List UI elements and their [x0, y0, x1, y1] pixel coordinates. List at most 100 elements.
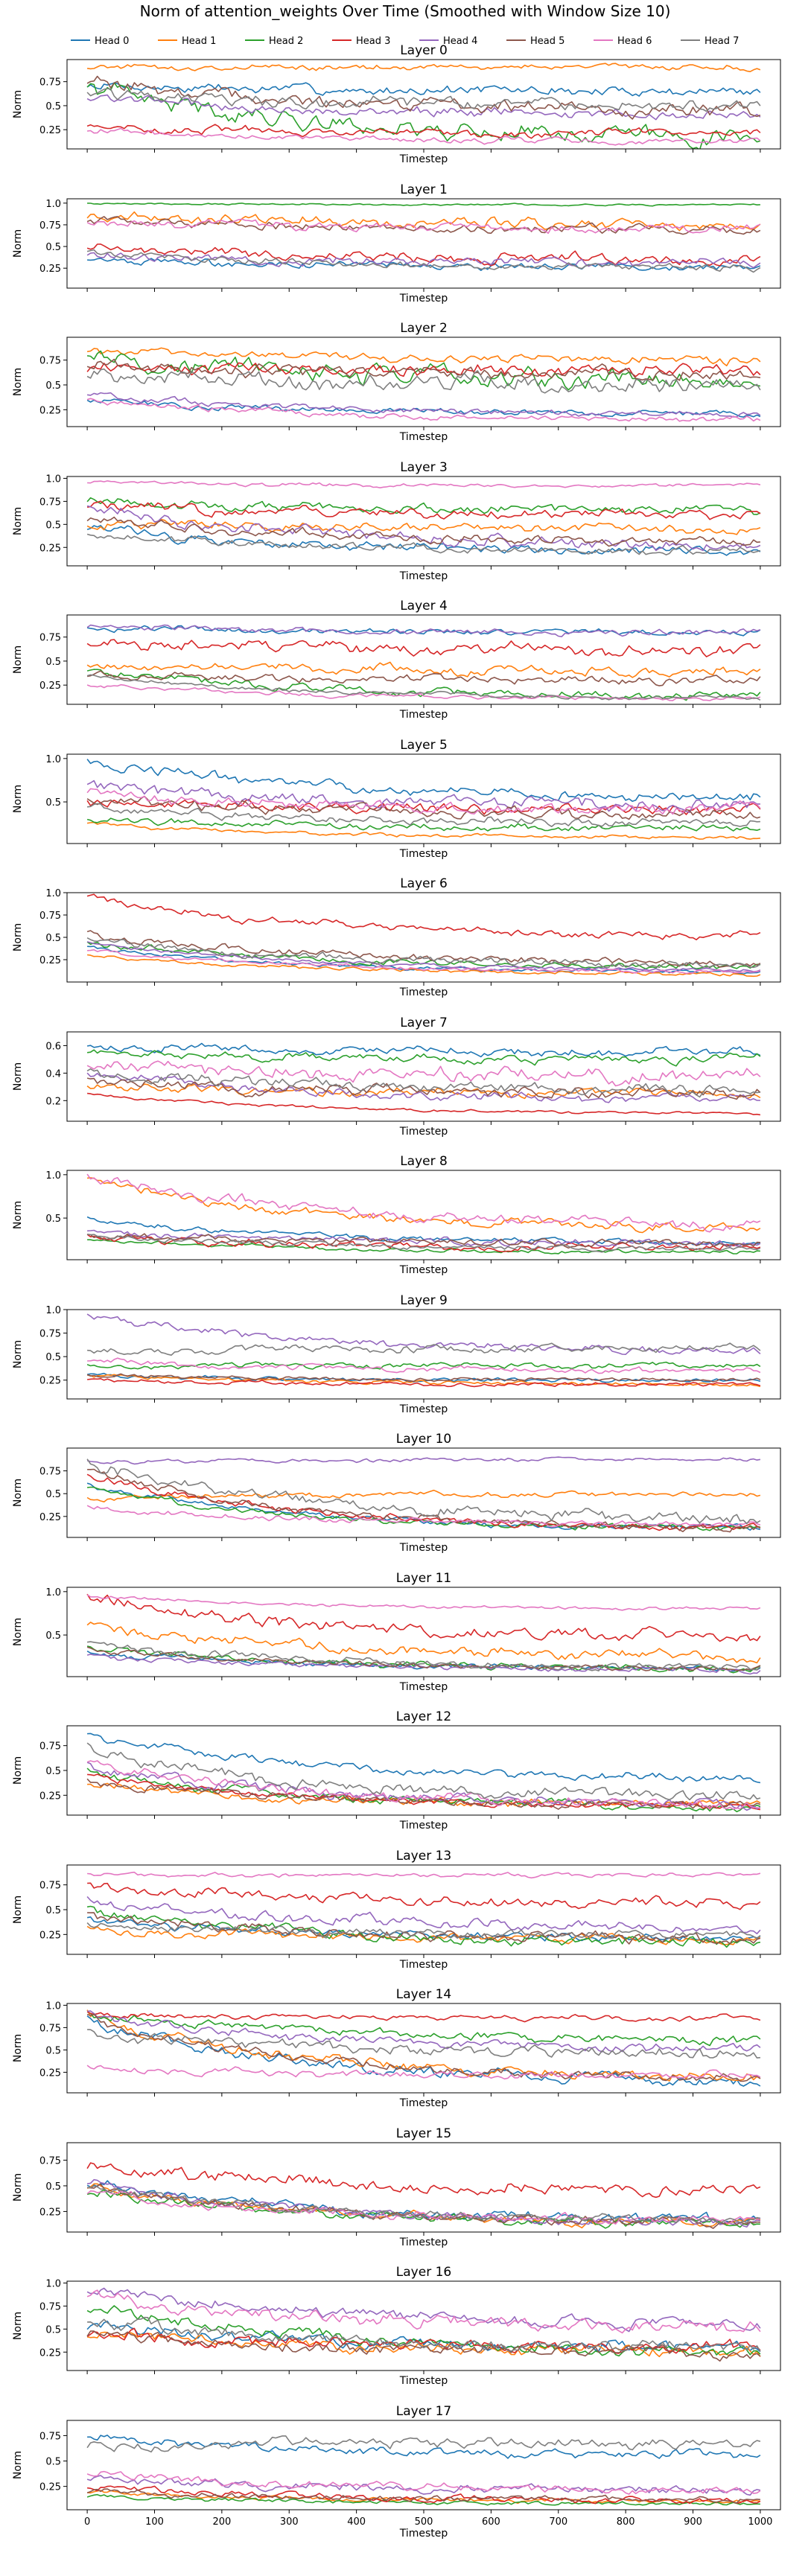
legend-item: Head 7	[681, 36, 739, 47]
legend-label: Head 7	[705, 36, 739, 47]
panel-title: Layer 3	[400, 460, 448, 475]
series-group	[86, 63, 761, 149]
series-line-head-6	[87, 1871, 761, 1879]
legend-item: Head 3	[332, 36, 390, 47]
panel-layer-2: Layer 2 0.25 0.5 0.75 Norm Timestep	[12, 321, 781, 443]
series-line-head-7	[87, 2185, 761, 2224]
series-line-head-7	[87, 803, 760, 827]
series-line-head-2	[86, 817, 761, 832]
series-line-head-3	[86, 2011, 761, 2023]
y-tick-label: 0.25	[39, 2482, 61, 2493]
series-line-head-0	[86, 625, 761, 637]
series-line-head-5	[86, 1233, 760, 1249]
series-line-head-0	[86, 82, 761, 97]
series-line-head-4	[86, 1896, 761, 1935]
panel-title: Layer 9	[400, 1293, 448, 1308]
series-line-head-4	[86, 392, 761, 418]
y-tick-label: 0.25	[39, 264, 61, 275]
panel-layer-13: Layer 13 0.25 0.5 0.75 Norm Timestep	[12, 1849, 781, 1971]
x-axis-label: Timestep	[399, 709, 448, 721]
series-line-head-7	[87, 2316, 761, 2352]
series-line-head-7	[87, 2029, 760, 2059]
x-axis-label: Timestep	[399, 431, 448, 443]
panel-title: Layer 4	[400, 599, 448, 613]
series-line-head-7	[86, 674, 761, 701]
series-line-head-4	[86, 1072, 760, 1103]
x-tick-label: 100	[145, 2516, 164, 2528]
series-line-head-6	[87, 480, 761, 489]
series-group	[86, 893, 761, 978]
series-line-head-3	[87, 1882, 761, 1910]
series-line-head-7	[86, 249, 761, 273]
series-group	[86, 759, 761, 840]
y-tick-label: 0.5	[45, 2045, 61, 2056]
series-line-head-5	[86, 358, 761, 381]
series-line-head-6	[86, 2470, 761, 2495]
legend-label: Head 2	[269, 36, 303, 47]
series-line-head-7	[86, 2435, 761, 2453]
panel-title: Layer 2	[400, 321, 448, 336]
x-axis-label: Timestep	[399, 1681, 448, 1693]
y-tick-label: 0.25	[39, 955, 61, 966]
y-axis-label: Norm	[12, 2173, 24, 2202]
series-line-head-6	[86, 127, 761, 146]
panel-title: Layer 11	[396, 1571, 451, 1586]
legend-label: Head 5	[530, 36, 564, 47]
x-axis-label: Timestep	[399, 153, 448, 165]
series-line-head-7	[86, 1068, 761, 1098]
x-axis-label: Timestep	[399, 2528, 448, 2540]
y-axis-label: Norm	[12, 2312, 24, 2340]
series-line-head-2	[86, 1645, 761, 1674]
panel-title: Layer 16	[396, 2265, 451, 2280]
series-group	[86, 2435, 761, 2506]
series-line-head-7	[86, 1641, 761, 1671]
panel-layer-16: Layer 16 0.25 0.5 0.75 1.0 Norm Timestep	[12, 2265, 781, 2387]
series-group	[86, 1871, 761, 1948]
y-axis-label: Norm	[12, 785, 24, 813]
panel-layer-9: Layer 9 0.25 0.5 0.75 1.0 Norm Timestep	[12, 1293, 781, 1415]
legend-label: Head 6	[617, 36, 652, 47]
y-axis-label: Norm	[12, 923, 24, 951]
series-line-head-6	[86, 2289, 761, 2334]
series-line-head-6	[87, 949, 761, 975]
series-line-head-0	[86, 525, 761, 556]
y-tick-label: 1.0	[45, 1170, 61, 1182]
series-group	[86, 2162, 761, 2229]
legend-item: Head 5	[506, 36, 564, 47]
panel-layer-4: Layer 4 0.25 0.5 0.75 Norm Timestep	[12, 599, 781, 721]
y-tick-label: 0.75	[39, 633, 61, 644]
y-tick-label: 0.5	[45, 1905, 61, 1916]
series-line-head-7	[86, 1922, 761, 1939]
y-tick-label: 0.25	[39, 1930, 61, 1941]
x-tick-label: 400	[347, 2516, 366, 2528]
y-tick-label: 1.0	[45, 754, 61, 765]
series-line-head-4	[86, 941, 761, 972]
series-line-head-2	[86, 1905, 761, 1948]
y-axis-label: Norm	[12, 1340, 24, 1368]
x-tick-label: 800	[617, 2516, 635, 2528]
series-line-head-5	[87, 1468, 761, 1533]
series-group	[86, 1313, 761, 1388]
panel-layer-7: Layer 7 0.2 0.4 0.6 Norm Timestep	[12, 1016, 781, 1138]
series-line-head-6	[86, 1594, 761, 1611]
series-line-head-1	[86, 1083, 761, 1100]
series-line-head-7	[86, 368, 761, 394]
legend-label: Head 3	[356, 36, 390, 47]
x-axis-label: Timestep	[399, 986, 448, 998]
series-line-head-3	[87, 1092, 761, 1116]
series-line-head-0	[86, 2015, 761, 2087]
series-line-head-5	[86, 1373, 761, 1383]
y-tick-label: 1.0	[45, 474, 61, 485]
legend-item: Head 2	[245, 36, 303, 47]
legend-item: Head 1	[158, 36, 216, 47]
x-axis-label: Timestep	[399, 1264, 448, 1276]
series-line-head-6	[86, 218, 761, 235]
figure-title: Norm of attention_weights Over Time (Smo…	[140, 2, 671, 20]
series-line-head-7	[86, 1234, 761, 1253]
panel-layer-11: Layer 11 0.5 1.0 Norm Timestep	[12, 1571, 781, 1693]
panel-layer-3: Layer 3 0.25 0.5 0.75 1.0 Norm Timestep	[12, 460, 781, 582]
panels: Layer 0 0.25 0.5 0.75 Norm Timestep Layer 1 0.2…	[12, 43, 781, 2540]
y-tick-label: 0.75	[39, 2155, 61, 2167]
